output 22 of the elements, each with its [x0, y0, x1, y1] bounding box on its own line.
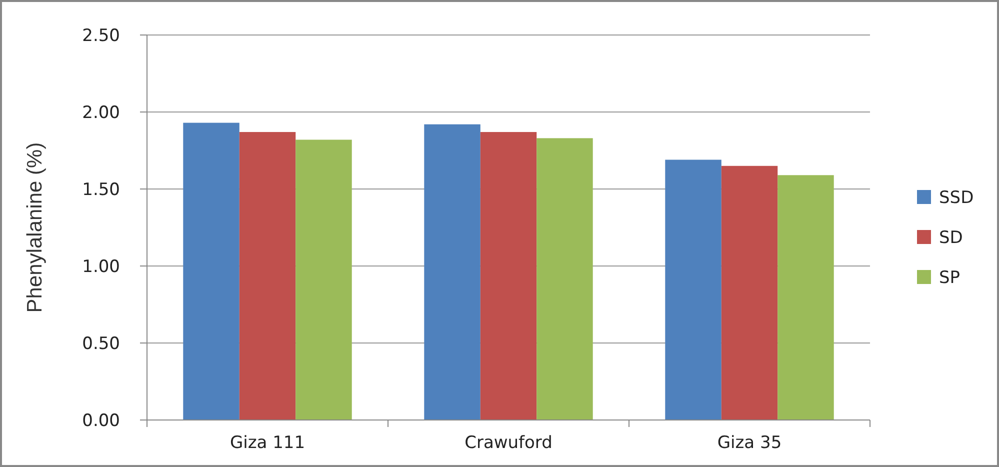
y-tick-label: 1.50 [82, 180, 120, 200]
x-tick-label: Giza 111 [230, 433, 306, 453]
y-tick-label: 0.00 [82, 410, 120, 431]
y-tick-label: 2.00 [82, 102, 120, 123]
x-tick-label: Giza 35 [717, 433, 782, 453]
x-tick-label: Crawuford [464, 433, 552, 453]
bar [778, 175, 834, 420]
bar [183, 122, 240, 420]
bar [239, 132, 296, 420]
legend-label: SD [939, 228, 963, 248]
legend-label: SSD [939, 188, 974, 208]
y-tick-label: 1.00 [82, 256, 120, 277]
y-axis-title: Phenylalanine (%) [23, 142, 46, 313]
bar [424, 124, 480, 420]
bar [536, 138, 593, 420]
legend-label: SP [939, 268, 960, 288]
bar [296, 140, 352, 420]
y-tick-label: 0.50 [82, 334, 120, 354]
y-tick-label: 2.50 [82, 26, 120, 46]
bar [665, 160, 722, 420]
bar [480, 132, 537, 420]
bar [721, 166, 778, 420]
